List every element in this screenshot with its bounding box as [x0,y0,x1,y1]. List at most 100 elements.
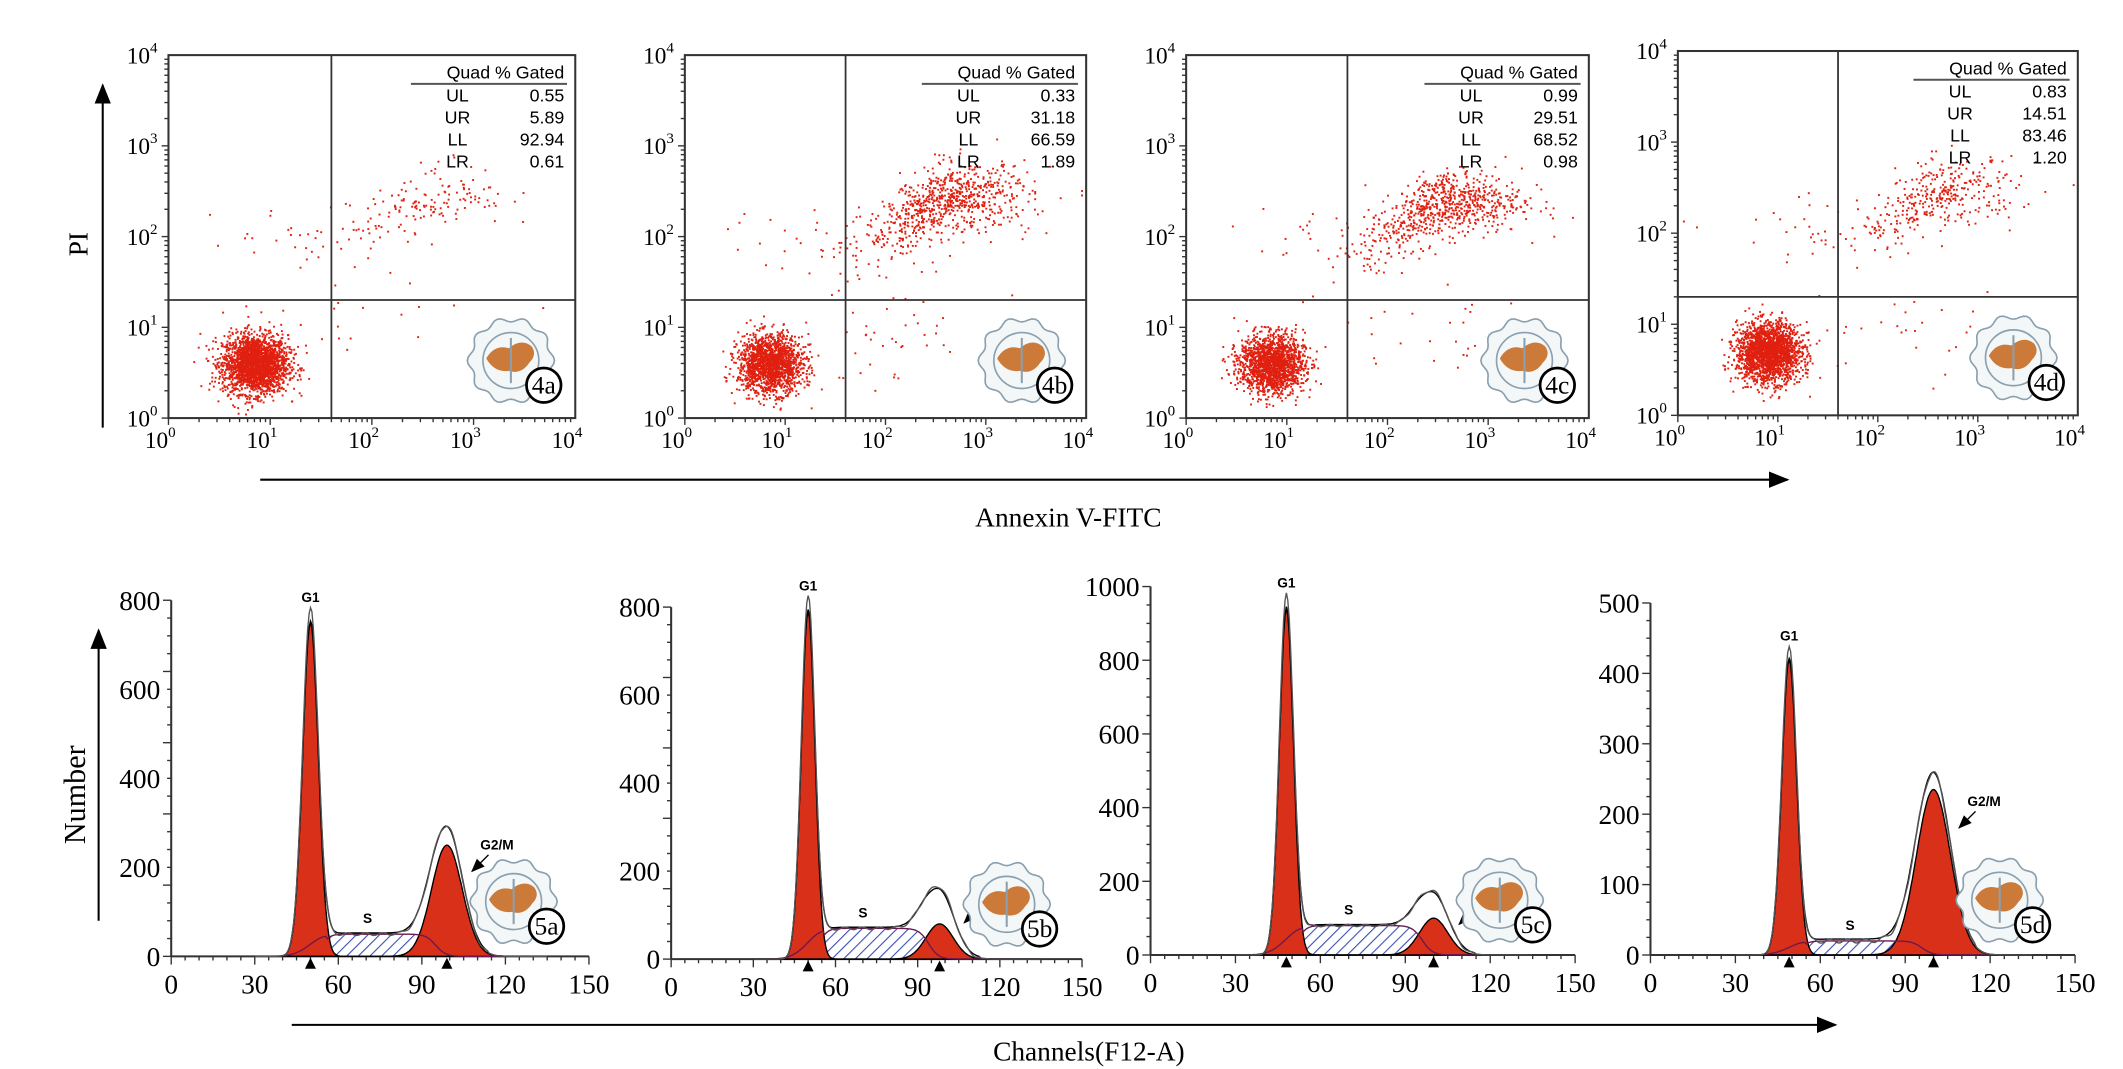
data-point [242,369,245,372]
data-point [739,378,742,381]
data-point [992,183,994,186]
data-point [767,383,770,386]
data-point [766,358,769,361]
data-point [788,373,791,376]
data-point [463,207,466,209]
data-point [237,407,240,410]
data-point [779,334,782,337]
data-point [762,353,765,356]
data-point [236,355,239,358]
data-point [770,336,773,339]
data-point [957,225,960,228]
data-point [264,390,267,393]
data-point [218,370,221,373]
data-point [282,358,285,361]
data-point [757,364,760,367]
data-point [767,376,769,379]
data-point [939,215,942,218]
data-point [275,383,278,386]
data-point [745,348,748,351]
data-point [272,399,275,402]
tick-exponent: 0 [168,425,176,441]
data-point [928,177,931,180]
data-point [255,387,258,390]
data-point [230,327,233,330]
data-point [269,352,272,355]
data-point [441,184,444,187]
data-point [1001,190,1004,193]
data-point [245,401,248,404]
data-point [871,240,874,243]
data-point [232,370,235,373]
data-point [983,201,986,204]
data-point [764,344,767,347]
data-point [999,208,1002,211]
data-point [245,370,248,373]
data-point [243,371,246,374]
data-point [269,350,272,353]
data-point [970,195,973,198]
data-point [242,366,245,368]
data-point [766,343,768,346]
data-point [855,259,858,262]
data-point [930,194,933,197]
data-point [757,343,760,346]
data-point [937,200,940,203]
data-point [256,367,259,370]
data-point [943,207,946,210]
data-point [240,387,243,390]
data-point [963,201,966,204]
data-point [786,365,789,368]
data-point [905,210,908,212]
data-point [269,381,272,384]
data-point [284,359,287,362]
data-point [756,367,759,370]
data-point [268,362,271,365]
data-point [756,379,759,382]
data-point [737,355,740,358]
data-point [888,202,891,205]
data-point [259,383,262,385]
data-point [260,399,263,402]
data-point [771,367,774,370]
data-point [878,274,881,277]
data-point [224,372,227,375]
data-point [283,375,286,378]
data-point [779,339,782,342]
data-point [891,203,894,206]
data-point [246,336,249,338]
data-point [276,390,279,393]
data-point [809,343,812,346]
data-point [967,210,970,213]
data-point [786,329,789,332]
data-point [1015,206,1018,209]
data-point [452,154,455,157]
data-point [876,237,879,239]
data-point [790,372,793,374]
data-point [262,340,265,343]
data-point [773,358,776,361]
data-point [763,325,766,328]
data-point [749,389,752,391]
data-point [790,369,793,372]
data-point [251,364,254,367]
data-point [923,226,926,229]
data-point [267,374,270,377]
data-point [810,407,813,410]
data-point [783,352,786,355]
data-point [242,354,244,357]
data-point [970,193,973,196]
data-point [254,354,257,357]
data-point [744,350,747,353]
data-point [285,372,288,375]
data-point [895,218,898,221]
data-point [758,352,761,355]
data-point [314,237,317,240]
data-point [244,362,247,365]
data-point [255,381,258,384]
data-point [262,383,265,386]
data-point [271,354,274,357]
data-point [990,208,993,211]
data-point [770,345,773,347]
data-point [767,382,770,384]
